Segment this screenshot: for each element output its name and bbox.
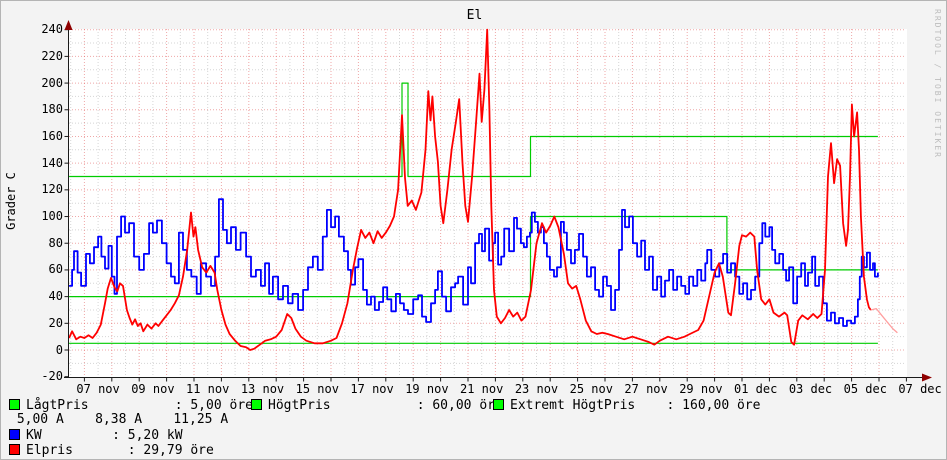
- y-tick-label: 160: [41, 128, 63, 143]
- series-extremt-h-gtpris-line: [69, 82, 878, 178]
- x-tick-label: 13 nov: [240, 382, 285, 396]
- chart-title: El: [466, 8, 483, 23]
- y-tick-label: 0: [55, 342, 63, 357]
- y-tick-label: -20: [41, 369, 63, 384]
- y-tick-label: 80: [48, 235, 63, 250]
- y-tick-label: 20: [48, 315, 63, 330]
- legend-swatch-extremt-hogtpris: [493, 399, 504, 410]
- legend-swatch-elpris: [9, 444, 20, 455]
- legend-item-extremt-hogtpris: Extremt HögtPris : 160,00 öre: [493, 398, 760, 412]
- legend-row: Elpris : 29,79 öre: [1, 443, 946, 457]
- series-elpris-trend-tail-line: [870, 307, 898, 334]
- y-tick-label: 60: [48, 262, 63, 277]
- y-tick-label: 120: [41, 182, 63, 197]
- x-tick-label: 11 nov: [186, 382, 230, 396]
- y-tick-label: 180: [41, 102, 63, 117]
- x-tick-label: 07 dec: [898, 382, 942, 396]
- legend-text-hogtpris: HögtPris : 60,00 öre: [268, 398, 503, 413]
- y-tick-label: 40: [48, 289, 63, 304]
- x-tick-label: 27 nov: [624, 382, 668, 396]
- x-tick-label: 07 nov: [76, 382, 120, 396]
- x-tick-label: 21 nov: [460, 382, 504, 396]
- y-tick-label: 220: [41, 48, 63, 63]
- x-tick-label: 29 nov: [679, 382, 723, 396]
- x-tick-label: 23 nov: [514, 382, 559, 396]
- y-tick-label: 100: [41, 209, 63, 224]
- axis-arrow-up: [64, 20, 73, 30]
- rrdtool-watermark: RRDTOOL / TOBI OETIKER: [933, 9, 942, 159]
- legend-text-extremt-hogtpris: Extremt HögtPris : 160,00 öre: [510, 398, 761, 413]
- axis-arrow-right: [922, 373, 932, 382]
- y-tick-label: 200: [41, 75, 63, 90]
- legend-item-kw: KW : 5,20 kW: [9, 428, 183, 442]
- x-tick-label: 17 nov: [350, 382, 394, 396]
- series-elpris-line: [68, 28, 872, 351]
- gridlines: [69, 29, 906, 377]
- legend-item-lagtpris: LågtPris : 5,00 öre: [9, 398, 253, 412]
- legend-item-elpris: Elpris : 29,79 öre: [9, 443, 214, 457]
- legend-row: 5,00 A 8,38 A 11,25 A: [1, 413, 946, 427]
- legend-swatch-lagtpris: [9, 399, 20, 410]
- y-axis-label: Grader C: [4, 172, 18, 230]
- legend-row: KW : 5,20 kW: [1, 428, 946, 442]
- x-tick-label: 01 dec: [734, 382, 778, 396]
- y-tick-label: 240: [41, 22, 63, 37]
- legend-swatch-kw: [9, 429, 20, 440]
- x-tick-label: 19 nov: [405, 382, 449, 396]
- x-tick-label: 05 dec: [843, 382, 887, 396]
- series-kw-line: [69, 198, 879, 327]
- legend-text-kw: KW : 5,20 kW: [26, 428, 183, 443]
- x-tick-label: 09 nov: [131, 382, 175, 396]
- legend-text-lagtpris: LågtPris : 5,00 öre: [26, 398, 253, 413]
- legend-item-hogtpris: HögtPris : 60,00 öre: [251, 398, 503, 412]
- legend-row: LågtPris : 5,00 öre HögtPris : 60,00 öre E…: [1, 398, 946, 412]
- legend-swatch-hogtpris: [251, 399, 262, 410]
- legend-item-ampere-stats: 5,00 A 8,38 A 11,25 A: [9, 413, 228, 426]
- y-tick-label: 140: [41, 155, 63, 170]
- x-tick-label: 15 nov: [295, 382, 339, 396]
- axes: [64, 20, 932, 382]
- legend-text-elpris: Elpris : 29,79 öre: [26, 443, 214, 458]
- x-tick-label: 03 dec: [788, 382, 833, 396]
- legend-text-ampere-stats: 5,00 A 8,38 A 11,25 A: [9, 412, 229, 427]
- x-tick-label: 25 nov: [569, 382, 613, 396]
